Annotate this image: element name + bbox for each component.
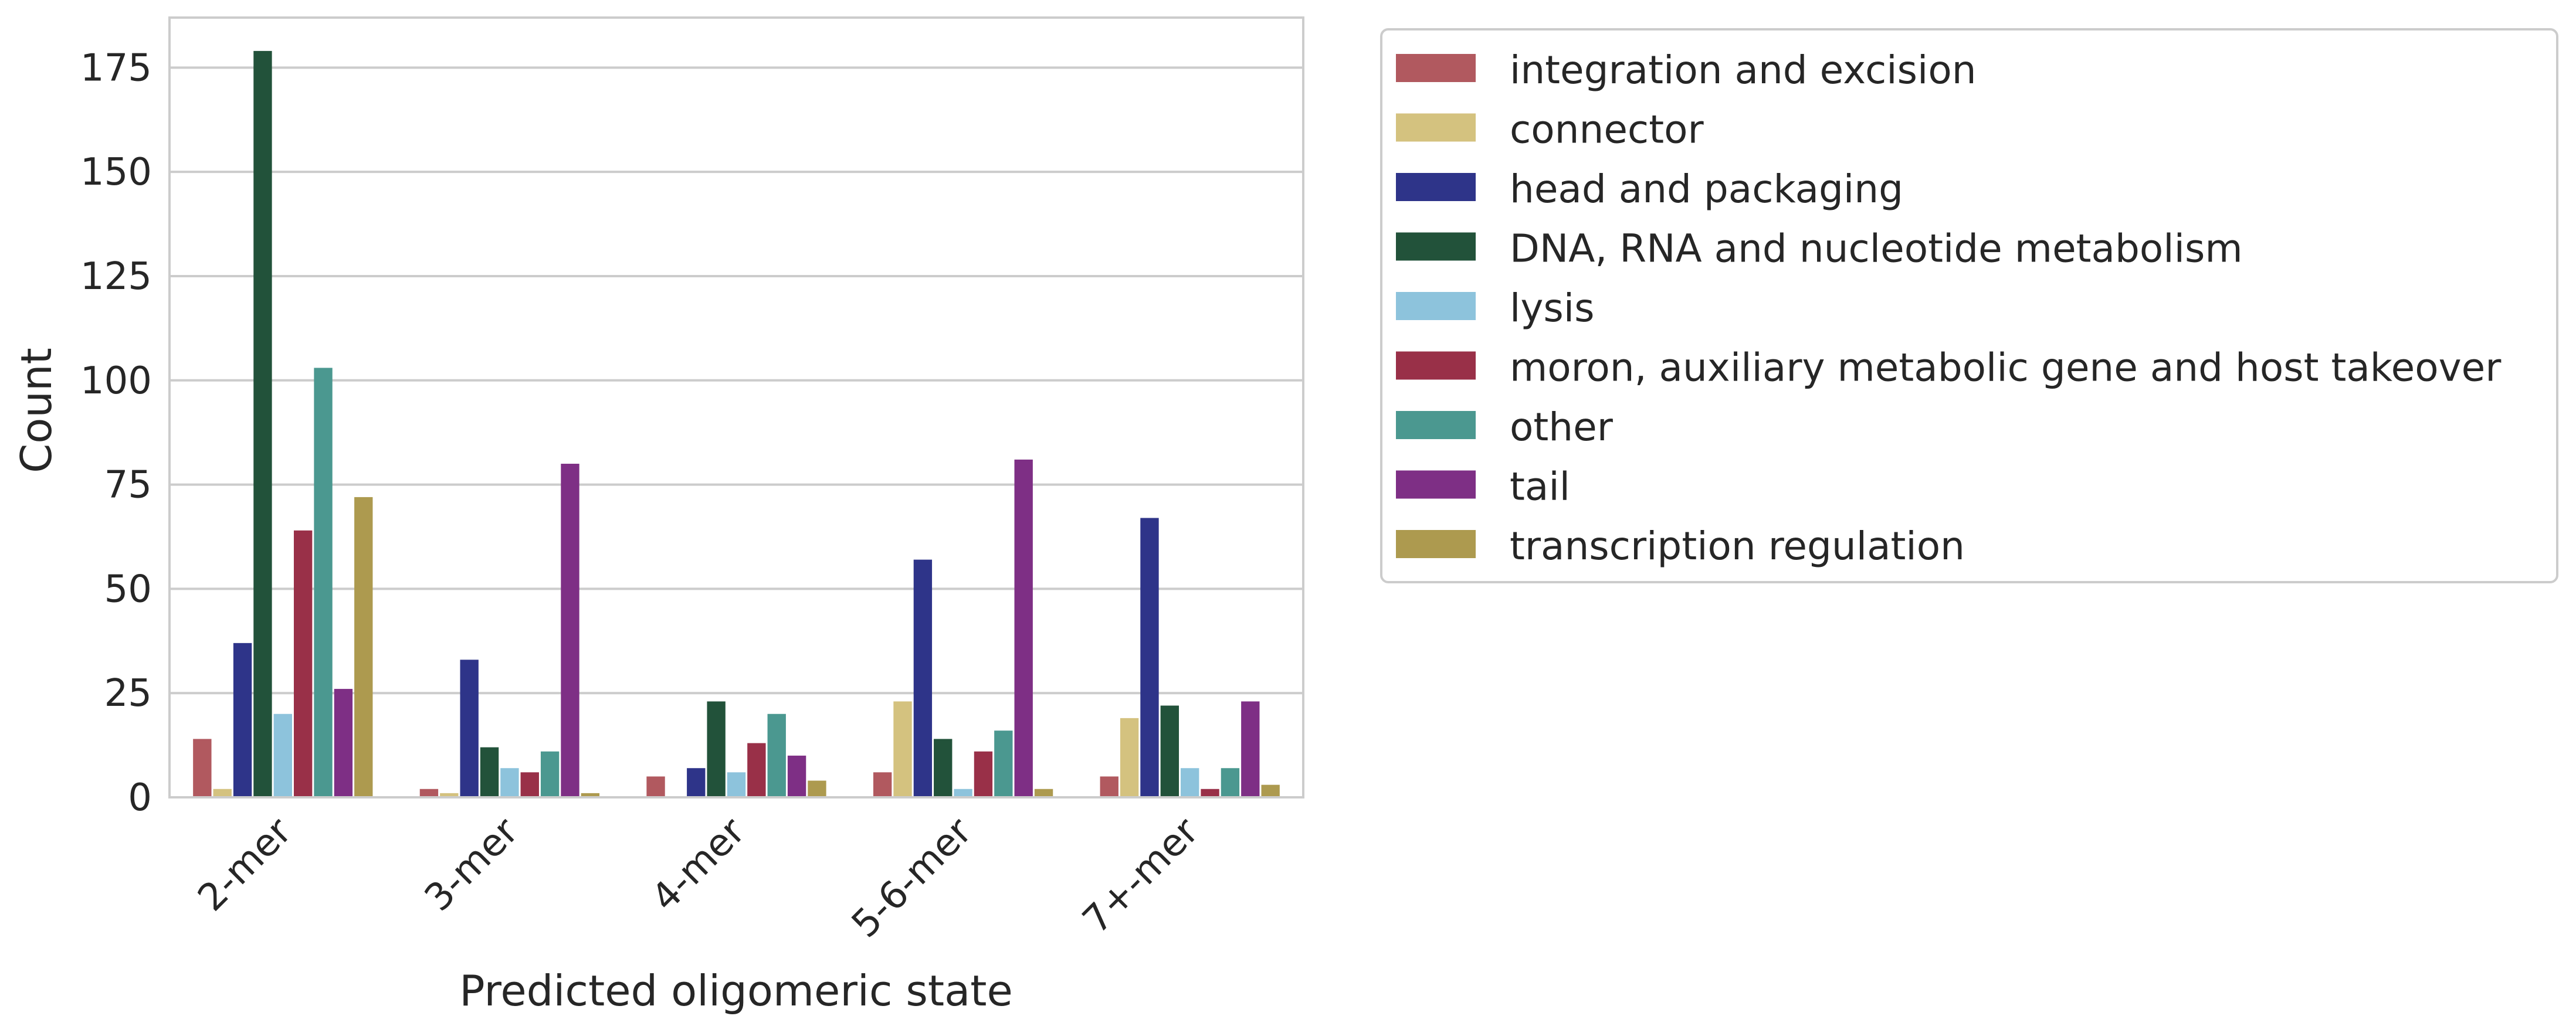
bar: [293, 530, 313, 797]
bar: [1100, 776, 1118, 797]
y-tick-labels: 0 25 50 75 100 125 150 175: [80, 46, 152, 820]
bar: [1261, 784, 1280, 797]
bar: [460, 660, 479, 797]
bar: [1241, 701, 1260, 797]
y-tick-label: 150: [80, 151, 152, 194]
bar: [561, 464, 579, 797]
legend-label: moron, auxiliary metabolic gene and host…: [1510, 345, 2502, 390]
bar: [747, 743, 766, 797]
legend-swatch: [1396, 113, 1476, 142]
bar: [687, 768, 706, 797]
bar: [873, 772, 892, 797]
bar: [540, 751, 560, 797]
bar: [808, 780, 826, 797]
y-tick-label: 75: [104, 464, 152, 507]
bar: [767, 713, 786, 797]
legend-label: head and packaging: [1510, 166, 1903, 212]
bar: [500, 768, 519, 797]
bar: [314, 368, 333, 797]
bar: [1160, 705, 1179, 797]
y-axis-title: Count: [12, 348, 61, 473]
legend-label: other: [1510, 405, 1614, 450]
bar: [193, 739, 212, 797]
bar: [581, 793, 600, 797]
legend-swatch: [1396, 173, 1476, 201]
legend: integration and excision connector head an…: [1380, 28, 2558, 583]
bar: [1140, 518, 1159, 797]
bar: [213, 789, 232, 797]
bar: [974, 751, 993, 797]
bar: [520, 772, 539, 797]
bar: [480, 747, 499, 797]
legend-swatch: [1396, 411, 1476, 439]
y-tick-label: 25: [104, 672, 152, 715]
plot-frame: [168, 16, 1304, 798]
y-tick-label: 0: [128, 776, 152, 820]
y-tick-label: 125: [80, 255, 152, 298]
bar: [787, 755, 806, 797]
bar: [1181, 768, 1199, 797]
legend-swatch: [1396, 54, 1476, 82]
legend-label: DNA, RNA and nucleotide metabolism: [1510, 226, 2243, 271]
bar: [1221, 768, 1240, 797]
bar: [419, 789, 439, 797]
bar: [273, 713, 292, 797]
legend-swatch: [1396, 232, 1476, 261]
y-tick-label: 100: [80, 359, 152, 403]
bar: [934, 739, 953, 797]
bar: [354, 497, 373, 797]
bar: [893, 701, 912, 797]
legend-swatch: [1396, 530, 1476, 558]
y-tick-label: 175: [80, 46, 152, 90]
bar: [707, 701, 726, 797]
bar: [1014, 459, 1033, 797]
legend-label: connector: [1510, 107, 1704, 152]
bar: [253, 50, 272, 797]
bar: [1034, 789, 1053, 797]
legend-swatch: [1396, 292, 1476, 320]
legend-label: transcription regulation: [1510, 524, 1965, 569]
legend-label: lysis: [1510, 286, 1595, 331]
legend-label: tail: [1510, 464, 1570, 509]
bar: [727, 772, 746, 797]
legend-label: integration and excision: [1510, 47, 1977, 93]
bar: [233, 643, 252, 797]
bar: [954, 789, 972, 797]
legend-swatch: [1396, 351, 1476, 380]
bar: [1120, 718, 1139, 797]
legend-swatch: [1396, 470, 1476, 499]
bar: [913, 559, 933, 797]
y-tick-label: 50: [104, 568, 152, 611]
bar: [646, 776, 665, 797]
x-axis-title: Predicted oligomeric state: [459, 966, 1013, 1015]
bar: [994, 730, 1013, 797]
bars: [193, 50, 1280, 797]
bar: [334, 689, 353, 797]
legend-frame: [1380, 28, 2558, 583]
bar: [1201, 789, 1219, 797]
bar: [440, 793, 459, 797]
